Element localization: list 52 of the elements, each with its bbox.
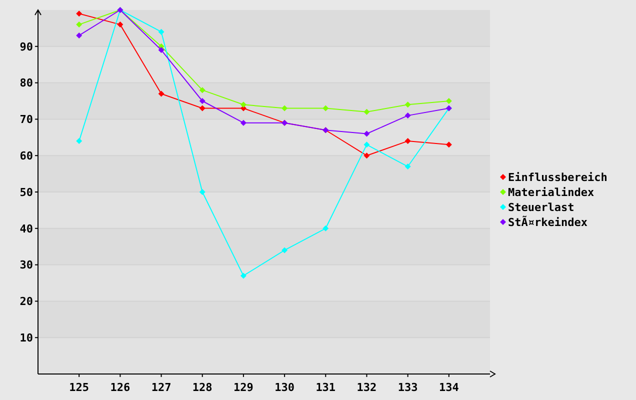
- x-tick-label: 129: [234, 381, 254, 394]
- point: [158, 47, 164, 54]
- x-tick-label: 132: [356, 381, 377, 394]
- legend-label: Einflussbereich: [508, 170, 608, 184]
- x-tick-label: 130: [274, 381, 294, 394]
- x-tick-label: 128: [192, 381, 212, 394]
- legend-label: StÃ¤rkeindex: [508, 214, 588, 229]
- x-tick-label: 127: [151, 381, 172, 394]
- point: [364, 142, 370, 148]
- y-tick-label: 40: [20, 222, 33, 236]
- point: [404, 102, 411, 108]
- y-tick-label: 10: [20, 331, 33, 344]
- point: [240, 120, 246, 126]
- point: [446, 142, 452, 148]
- point: [240, 102, 246, 108]
- point: [117, 22, 124, 28]
- point: [240, 272, 246, 279]
- point: [322, 225, 329, 232]
- y-tick-label: 50: [20, 186, 33, 199]
- x-tick-label: 134: [438, 381, 460, 394]
- point: [364, 152, 370, 159]
- point: [404, 112, 411, 119]
- point: [199, 105, 206, 112]
- y-tick-label: 30: [20, 258, 33, 272]
- point: [158, 28, 164, 35]
- point: [364, 130, 370, 137]
- point: [322, 105, 329, 112]
- point: [199, 189, 206, 195]
- x-tick-label: 131: [316, 381, 336, 394]
- point: [282, 247, 288, 254]
- y-tick-label: 60: [20, 149, 33, 162]
- point: [282, 105, 288, 112]
- x-tick-label: 133: [398, 381, 418, 394]
- y-tick-label: 90: [20, 40, 33, 54]
- x-tick-label: 125: [69, 381, 90, 394]
- legend-label: Steuerlast: [508, 200, 574, 214]
- point: [404, 138, 411, 144]
- point: [404, 164, 411, 170]
- point: [76, 22, 82, 28]
- point: [76, 138, 82, 144]
- point: [76, 10, 82, 17]
- point: [158, 90, 164, 97]
- point: [364, 108, 370, 115]
- point: [446, 98, 452, 104]
- y-tick-label: 70: [20, 113, 33, 126]
- x-tick-label: 126: [110, 381, 130, 394]
- point: [199, 98, 206, 104]
- point: [199, 87, 206, 94]
- point: [76, 32, 82, 38]
- y-tick-label: 80: [20, 76, 33, 90]
- y-tick-label: 20: [20, 295, 33, 308]
- legend-label: Materialindex: [508, 186, 594, 199]
